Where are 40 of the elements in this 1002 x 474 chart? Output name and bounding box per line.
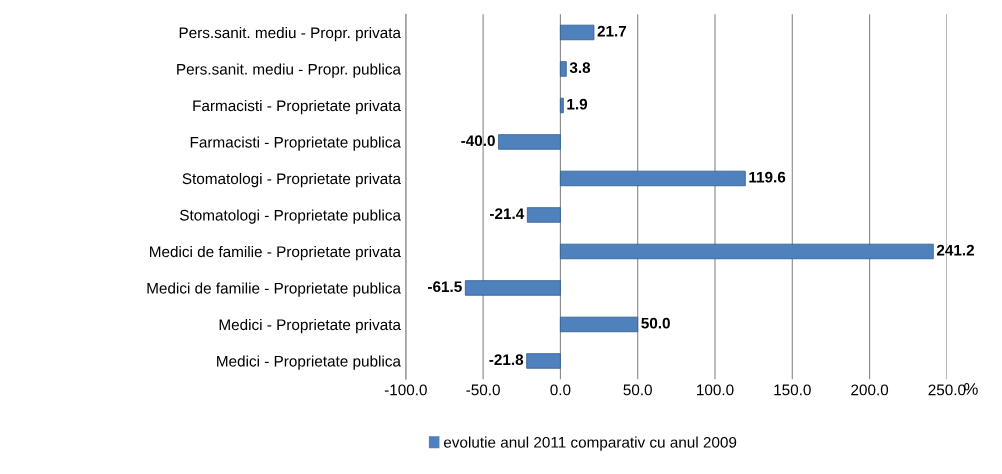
x-tick-label: 50.0: [623, 384, 652, 396]
bar: [559, 97, 564, 114]
y-tick-label: Medici de familie - Proprietate privata: [150, 245, 401, 261]
y-tick-label: Farmacisti - Proprietate privata: [193, 99, 401, 115]
x-axis-title: %: [964, 383, 978, 395]
text: -61.5: [428, 281, 462, 293]
y-tick-label: Stomatologi - Proprietate privata: [182, 172, 401, 188]
bar: [559, 24, 595, 41]
bar: [526, 353, 561, 369]
bar: [559, 316, 639, 333]
text: 3.8: [569, 62, 591, 74]
bar: [526, 207, 561, 223]
text: 119.6: [749, 171, 786, 183]
y-tick-label: Stomatologi - Proprietate publica: [180, 209, 401, 224]
x-tick-label: 100.0: [697, 384, 734, 396]
x-tick-label: 0.0: [550, 384, 571, 396]
x-tick-label: -100.0: [384, 384, 427, 396]
y-tick-label: Medici - Proprietate publica: [217, 355, 401, 370]
y-tick-label: Farmacisti - Proprietate publica: [190, 136, 401, 151]
text: 50.0: [641, 317, 670, 329]
bar: [559, 170, 746, 187]
bar: [498, 134, 561, 150]
x-tick-label: -50.0: [466, 384, 500, 396]
y-tick-label: Pers.sanit. mediu - Propr. privata: [179, 26, 401, 42]
bar: [464, 280, 561, 296]
text: -21.4: [490, 208, 525, 219]
legend-label: evolutie anul 2011 comparativ cu anul 2009: [443, 436, 737, 451]
x-tick-label: 250.0: [928, 384, 966, 396]
bar: [559, 61, 567, 77]
x-tick-label: 200.0: [851, 384, 889, 396]
y-tick-label: Pers.sanit. mediu - Propr. publica: [177, 63, 401, 78]
bar: [559, 243, 934, 260]
y-tick-label: Medici de familie - Proprietate publica: [147, 282, 401, 297]
text: 241.2: [936, 244, 974, 256]
x-tick-label: 150.0: [774, 384, 811, 396]
y-tick-label: Medici - Proprietate privata: [219, 318, 401, 334]
text: 21.7: [597, 25, 627, 37]
text: -40.0: [461, 135, 495, 147]
text: 1.9: [567, 98, 588, 110]
text: -21.8: [489, 354, 524, 366]
